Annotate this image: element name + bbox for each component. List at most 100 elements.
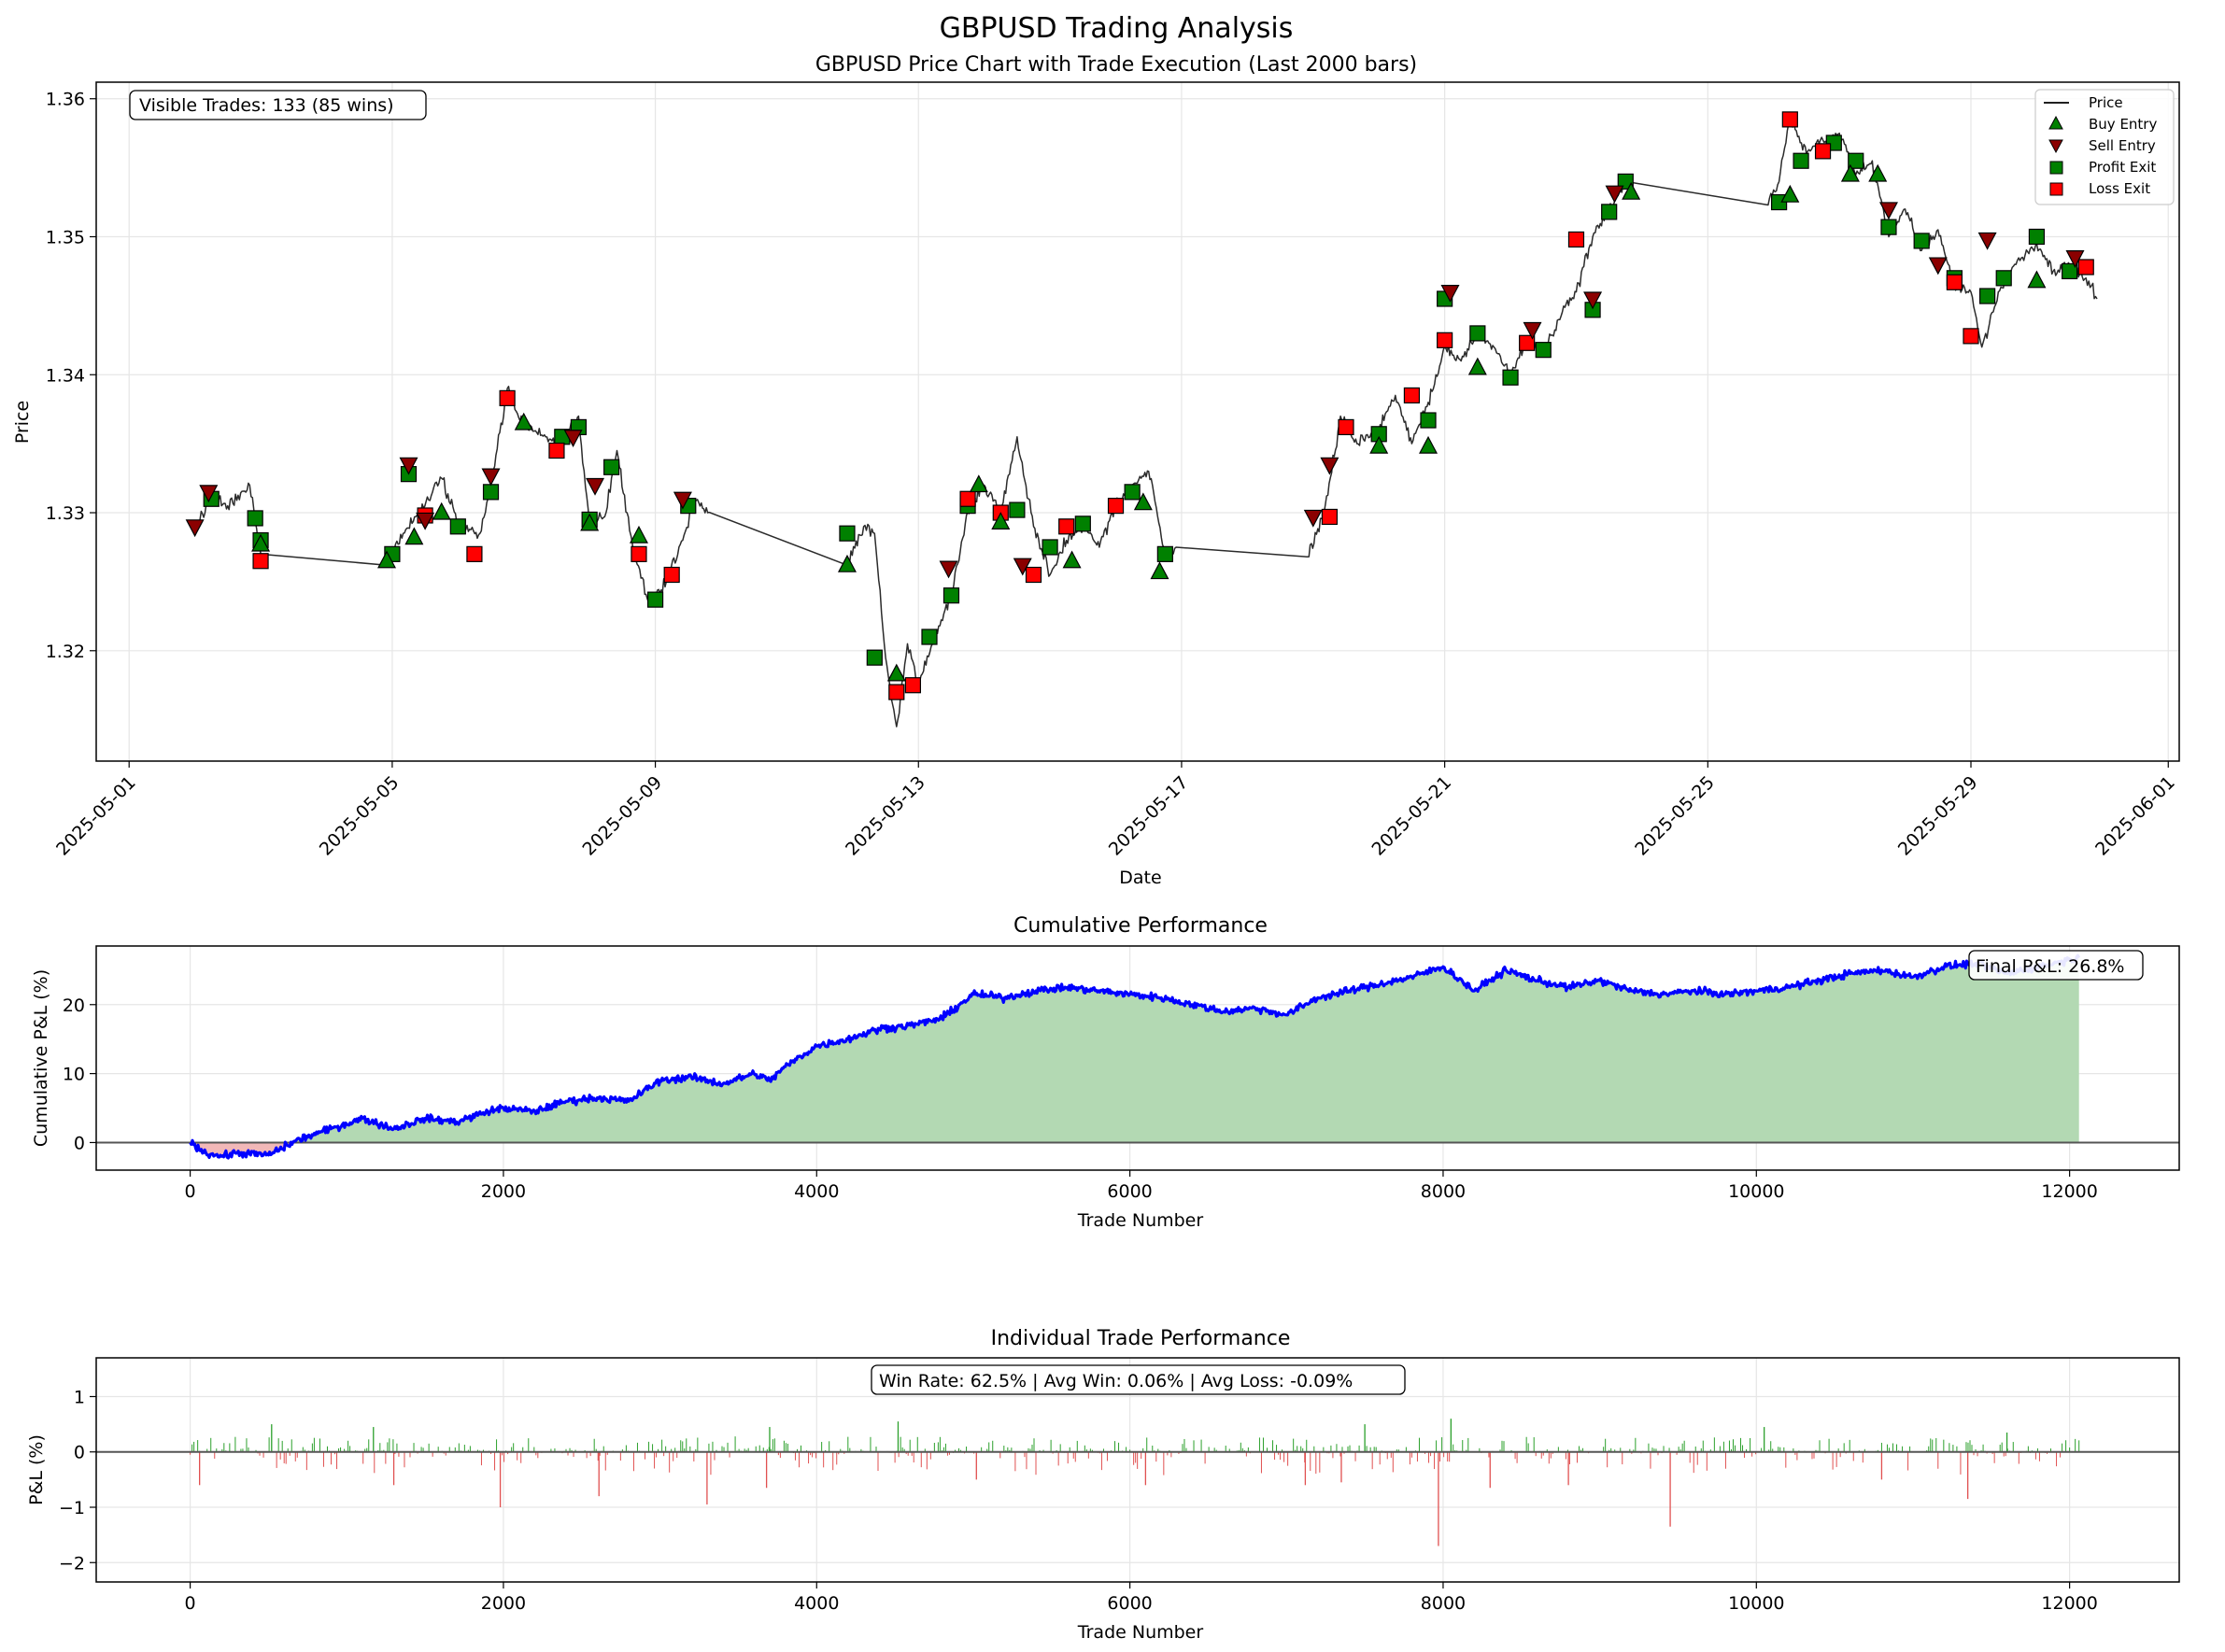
profit-exit-marker <box>921 628 938 645</box>
buy-entry-marker <box>1369 435 1389 454</box>
profit-exit-marker <box>1502 369 1519 386</box>
price-plot-area <box>185 111 2098 727</box>
buy-entry-marker <box>251 533 271 552</box>
price-line <box>194 118 2098 727</box>
cumulative-axes-frame <box>95 945 2180 1171</box>
sell-entry-marker <box>563 430 583 448</box>
buy-entry-marker <box>1150 561 1169 580</box>
profit-exit-marker <box>1995 270 2012 287</box>
loss-exit-marker <box>499 389 516 406</box>
profit-exit-marker <box>866 649 883 666</box>
price-axes-frame <box>95 81 2180 762</box>
cumulative-x-axis-label: Trade Number <box>1077 1210 1204 1231</box>
cumulative-x-tick-label: 10000 <box>1728 1181 1784 1202</box>
individual-chart-title: Individual Trade Performance <box>991 1327 1291 1350</box>
loss-exit-marker <box>631 545 647 562</box>
sell-entry-marker <box>399 457 418 475</box>
buy-entry-marker <box>1840 163 1860 182</box>
buy-entry-marker <box>886 663 906 682</box>
buy-entry-marker <box>1062 550 1082 569</box>
cumulative-x-tick-label: 0 <box>185 1181 196 1202</box>
legend-sell-entry-label: Sell Entry <box>2089 137 2156 154</box>
loss-exit-marker <box>663 566 680 584</box>
cumulative-plot-area <box>96 953 2179 1160</box>
profit-exit-marker <box>2028 228 2046 246</box>
profit-exit-marker <box>1124 484 1141 501</box>
profit-exit-marker <box>1156 545 1173 562</box>
individual-ticks: 0 2000 4000 6000 8000 10000 12000 1 0 −1 −2 <box>59 1387 2098 1614</box>
loss-exit-marker <box>1946 274 1963 290</box>
loss-exit-marker <box>252 553 269 570</box>
sell-entry-marker <box>1977 232 1997 250</box>
individual-x-tick-label: 0 <box>185 1593 196 1614</box>
loss-exit-marker <box>1338 418 1354 436</box>
cumulative-x-tick-label: 12000 <box>2041 1181 2097 1202</box>
cumulative-panel: Cumulative Performance 0 2000 4000 6000 8000… <box>31 914 2180 1231</box>
cumulative-x-tick-label: 4000 <box>794 1181 839 1202</box>
loss-exit-marker <box>888 684 905 700</box>
price-x-axis-label: Date <box>1119 868 1161 888</box>
buy-entry-marker <box>2027 270 2047 289</box>
loss-exit-marker <box>1403 387 1421 404</box>
loss-exit-marker <box>1107 498 1125 515</box>
cumulative-y-tick-label: 10 <box>63 1065 85 1085</box>
legend-profit-exit-label: Profit Exit <box>2089 159 2156 176</box>
profit-exit-marker <box>1880 219 1897 235</box>
buy-entry-marker <box>1133 492 1153 511</box>
individual-x-axis-label: Trade Number <box>1077 1622 1204 1643</box>
cumulative-x-tick-label: 2000 <box>481 1181 526 1202</box>
profit-exit-marker <box>1601 204 1618 220</box>
sell-entry-marker <box>1523 321 1542 340</box>
price-y-axis-label: Price <box>12 401 33 444</box>
individual-y-tick-label: 1 <box>74 1387 85 1407</box>
price-gridlines <box>96 82 2179 761</box>
buy-entry-marker <box>377 550 397 569</box>
individual-axes-frame <box>95 1357 2180 1583</box>
loss-exit-marker <box>2077 259 2094 275</box>
sell-entry-marker <box>481 468 501 487</box>
price-y-tick-label: 1.34 <box>46 365 85 386</box>
price-y-tick-label: 1.33 <box>46 503 85 524</box>
cumulative-y-axis-label: Cumulative P&L (%) <box>31 969 51 1147</box>
legend-profit-exit-marker <box>2049 161 2063 175</box>
profit-exit-marker <box>1469 325 1486 342</box>
cumulative-pnl-line <box>189 953 2081 1160</box>
visible-trades-box <box>129 90 427 120</box>
individual-x-tick-label: 2000 <box>481 1593 526 1614</box>
buy-entry-marker <box>1780 184 1800 203</box>
legend-sell-entry-marker <box>2048 139 2063 154</box>
buy-entry-marker <box>580 513 600 531</box>
profit-exit-marker <box>646 591 664 608</box>
sell-entry-marker <box>939 560 958 579</box>
individual-y-tick-label: 0 <box>74 1443 85 1463</box>
sell-entry-marker <box>1878 202 1898 220</box>
final-pnl-box <box>1968 950 2144 981</box>
positive-pnl-fill <box>190 955 2079 1143</box>
profit-exit-marker <box>942 587 960 604</box>
individual-panel: Individual Trade Performance 0 2000 4000 60… <box>26 1327 2180 1643</box>
profit-exit-marker <box>2062 262 2078 280</box>
loss-exit-marker <box>1437 332 1453 348</box>
buy-entry-marker <box>404 527 424 545</box>
profit-exit-marker <box>1042 539 1058 556</box>
final-pnl-text: Final P&L: 26.8% <box>1976 956 2125 977</box>
sell-entry-marker <box>1303 509 1323 528</box>
profit-exit-marker <box>1617 173 1634 190</box>
sell-entry-marker <box>1013 558 1032 576</box>
buy-entry-marker <box>837 554 857 572</box>
sell-entry-marker <box>673 491 692 510</box>
visible-trades-text: Visible Trades: 133 (85 wins) <box>139 95 394 116</box>
individual-y-tick-label: −1 <box>59 1498 85 1518</box>
profit-exit-marker <box>603 459 620 475</box>
final-pnl-annotation: Final P&L: 26.8% <box>1968 950 2144 981</box>
individual-plot-area <box>96 1419 2179 1546</box>
loss-exit-marker <box>904 677 921 694</box>
profit-exit-marker <box>1913 233 1930 249</box>
profit-exit-marker <box>839 525 856 542</box>
win-rate-annotation: Win Rate: 62.5% | Avg Win: 0.06% | Avg L… <box>871 1364 1406 1395</box>
profit-exit-marker <box>1793 152 1809 169</box>
buy-entry-marker <box>1622 181 1641 200</box>
profit-exit-marker <box>1848 152 1864 169</box>
price-chart-title: GBPUSD Price Chart with Trade Execution … <box>815 53 1417 77</box>
